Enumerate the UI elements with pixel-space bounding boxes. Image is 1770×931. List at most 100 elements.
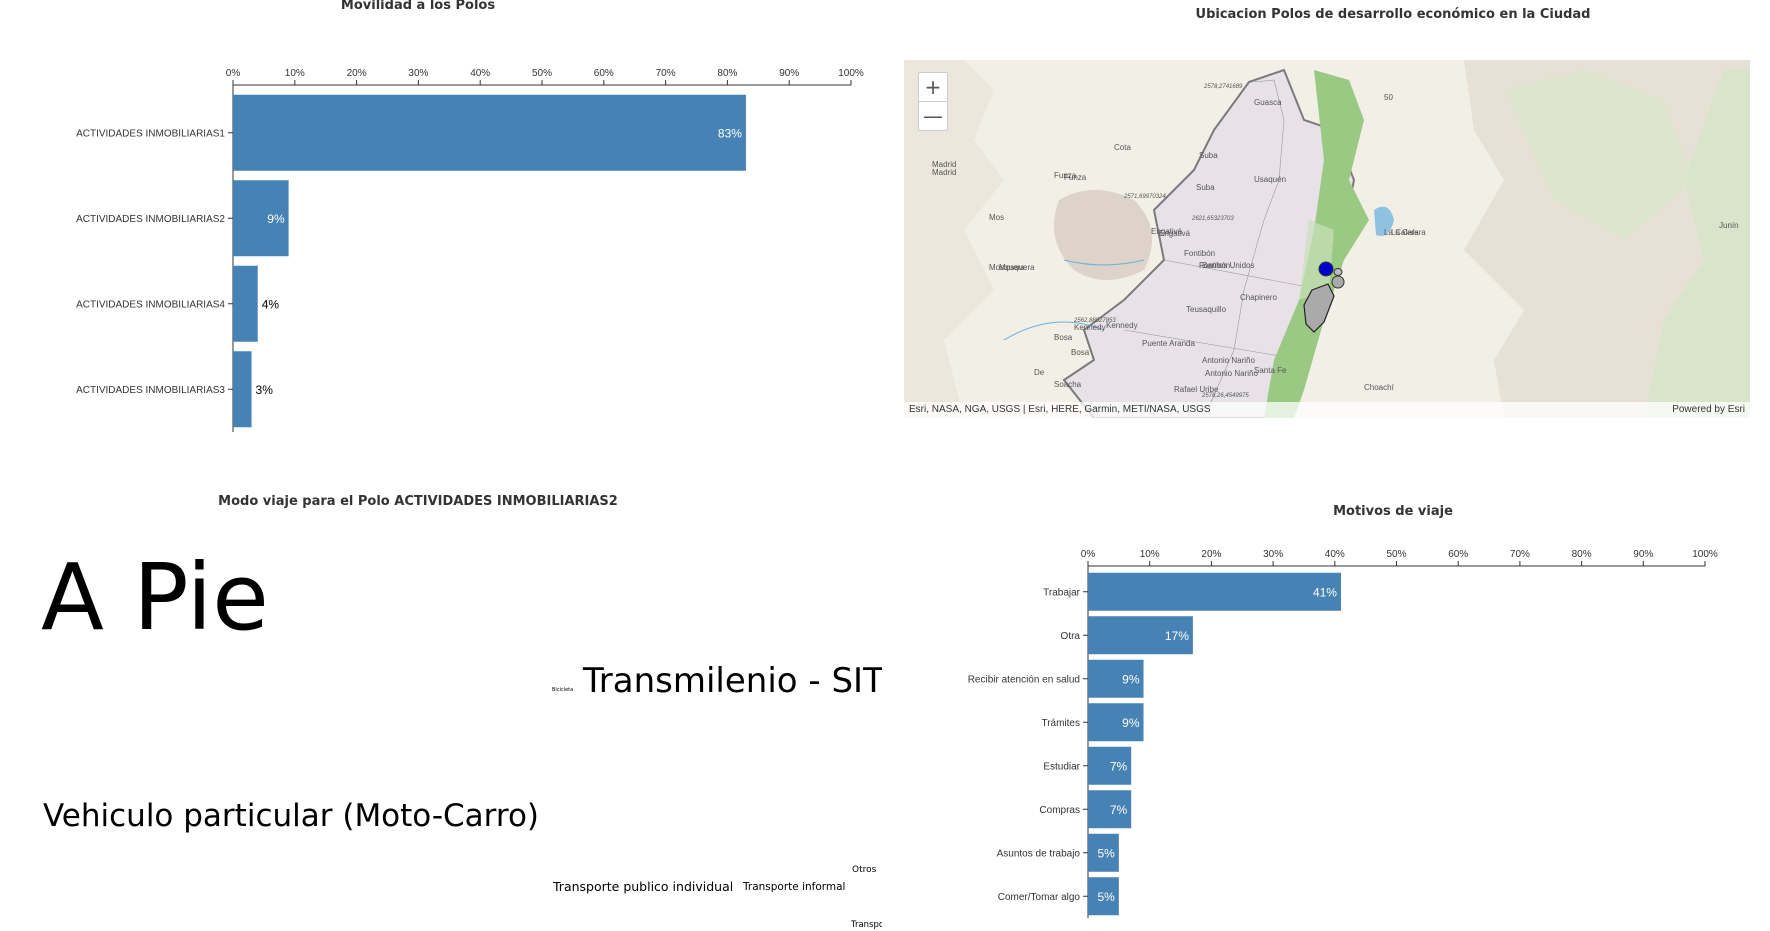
map-view[interactable]: Madrid Madrid Cota Suba Suba Usaquén Funza Funz…	[904, 60, 1750, 418]
movilidad-title: Movilidad a los Polos	[340, 0, 496, 13]
map-place-label: Soacha	[1054, 380, 1082, 389]
value-label: 5%	[1098, 890, 1116, 904]
map-place-label: Antonio Nariño	[1202, 356, 1255, 365]
value-label: 83%	[718, 126, 742, 140]
x-tick-label: 0%	[226, 68, 241, 79]
value-label: 17%	[1165, 629, 1189, 643]
value-label: 5%	[1098, 846, 1116, 860]
x-tick-label: 90%	[779, 68, 799, 79]
x-tick-label: 100%	[1692, 549, 1718, 560]
category-label: Otra	[1061, 631, 1081, 642]
category-label: Estudiar	[1043, 761, 1080, 772]
map-place-label: Funza	[1064, 173, 1087, 182]
treemap-cell-transmilenio-sitp: Transmilenio - SITP	[576, 551, 883, 830]
map-place-label: Antonio Nariño	[1205, 369, 1258, 378]
map-place-label: Fontibón	[1199, 261, 1230, 270]
x-tick-label: 10%	[1140, 549, 1160, 560]
bar	[1088, 703, 1144, 742]
map-zoom-control: + —	[918, 72, 948, 131]
treemap-label: Transporte publico individual	[553, 879, 734, 894]
modo-viaje-treemap: A Pie Vehiculo particular (Moto-Carro) B…	[37, 551, 883, 931]
treemap-label: Bicicleta	[552, 687, 574, 693]
x-tick-label: 70%	[1510, 549, 1530, 560]
zoom-out-button[interactable]: —	[923, 104, 943, 128]
value-label: 41%	[1313, 585, 1337, 599]
category-label: Trabajar	[1043, 587, 1081, 598]
treemap-cell-transporte: Transporte	[846, 908, 883, 931]
map-place-label: Suba	[1196, 183, 1215, 192]
treemap-label: A Pie	[41, 551, 269, 651]
map-place-label: Engativá	[1151, 227, 1183, 236]
map-place-label: Junín	[1719, 221, 1739, 230]
x-tick-label: 30%	[408, 68, 428, 79]
bar	[1088, 616, 1193, 655]
value-label: 7%	[1110, 759, 1128, 773]
value-label: 9%	[267, 212, 285, 226]
bar	[1088, 746, 1132, 785]
map-place-label: Fontibón	[1184, 249, 1215, 258]
x-tick-label: 20%	[347, 68, 367, 79]
treemap-cell-otros: Otros	[846, 830, 883, 908]
map-place-label: Guasca	[1254, 98, 1282, 107]
x-tick-label: 40%	[1325, 549, 1345, 560]
map-attribution: Esri, NASA, NGA, USGS | Esri, HERE, Garm…	[904, 402, 1750, 418]
category-label: Comer/Tomar algo	[998, 892, 1081, 903]
map-value-label: 2578,26,4549975	[1201, 393, 1249, 399]
map-place-label: Teusaquillo	[1186, 305, 1227, 314]
map-place-label: Santa Fe	[1254, 366, 1287, 375]
value-label: 9%	[1122, 716, 1140, 730]
map-place-label: Mosquera	[999, 263, 1035, 272]
category-label: ACTIVIDADES INMOBILIARIAS4	[76, 299, 225, 310]
category-label: Compras	[1039, 805, 1080, 816]
bar	[233, 180, 289, 257]
map-value-label: 2621,65323703	[1191, 216, 1234, 222]
treemap-cell-bicicleta: Bicicleta	[548, 551, 576, 830]
treemap-label: Transmilenio - SITP	[583, 661, 883, 701]
map-value-label: 2571,69970324	[1123, 194, 1166, 200]
map-place-label: Mosquera	[989, 263, 1025, 272]
x-tick-label: 100%	[838, 68, 864, 79]
x-tick-label: 0%	[1081, 549, 1096, 560]
x-tick-label: 70%	[656, 68, 676, 79]
map-place-label: Cota	[1114, 143, 1131, 152]
bar	[233, 265, 258, 342]
map-place-label: Madrid	[932, 160, 956, 169]
map-place-label: Madrid	[932, 168, 956, 177]
bar	[1088, 877, 1119, 916]
x-tick-label: 80%	[717, 68, 737, 79]
map-place-label: Funza	[1054, 171, 1077, 180]
treemap-label: Vehiculo particular (Moto-Carro)	[43, 798, 539, 834]
value-label: 3%	[256, 383, 274, 397]
zoom-in-button[interactable]: +	[919, 73, 947, 102]
bar	[1088, 833, 1119, 872]
x-tick-label: 50%	[1386, 549, 1406, 560]
map-place-label: 50	[1384, 93, 1393, 102]
map-value-label: 2578,2741689	[1203, 84, 1243, 90]
map-place-label: Kennedy	[1074, 323, 1106, 332]
treemap-cell-transporte-publico-individual: Transporte publico individual	[548, 830, 737, 931]
map-place-label: Kennedy	[1106, 321, 1138, 330]
map-place-label: Usaquén	[1254, 175, 1286, 184]
attribution-text: Esri, NASA, NGA, USGS | Esri, HERE, Garm…	[909, 404, 1211, 415]
map-place-label: Bosa	[1071, 348, 1090, 357]
map-place-label: Rafael Uribe	[1174, 385, 1219, 394]
bar	[233, 351, 252, 428]
x-tick-label: 20%	[1201, 549, 1221, 560]
bar	[233, 94, 746, 171]
map-place-label: Chapinero	[1240, 293, 1277, 302]
map-place-label: Suba	[1199, 151, 1218, 160]
treemap-cell-transporte-informal: Transporte informal	[737, 830, 846, 931]
map-place-label: La Calera	[1391, 228, 1426, 237]
category-label: Trámites	[1041, 718, 1080, 729]
motivos-bar-chart: 0% 10% 20% 30% 40% 50% 60% 70% 80% 90% 100% Trabaja…	[968, 549, 1718, 918]
x-tick-label: 60%	[1448, 549, 1468, 560]
map-value-label: 2562,88527853	[1073, 318, 1116, 324]
map-place-label: Puente Aranda	[1142, 339, 1195, 348]
x-tick-label: 90%	[1633, 549, 1653, 560]
category-label: ACTIVIDADES INMOBILIARIAS3	[76, 385, 225, 396]
x-tick-label: 80%	[1572, 549, 1592, 560]
treemap-cell-vehiculo-particular: Vehiculo particular (Moto-Carro)	[37, 707, 548, 931]
powered-by-esri[interactable]: Powered by Esri	[1672, 404, 1745, 415]
map-place-label: Barrios Unidos	[1202, 261, 1254, 270]
